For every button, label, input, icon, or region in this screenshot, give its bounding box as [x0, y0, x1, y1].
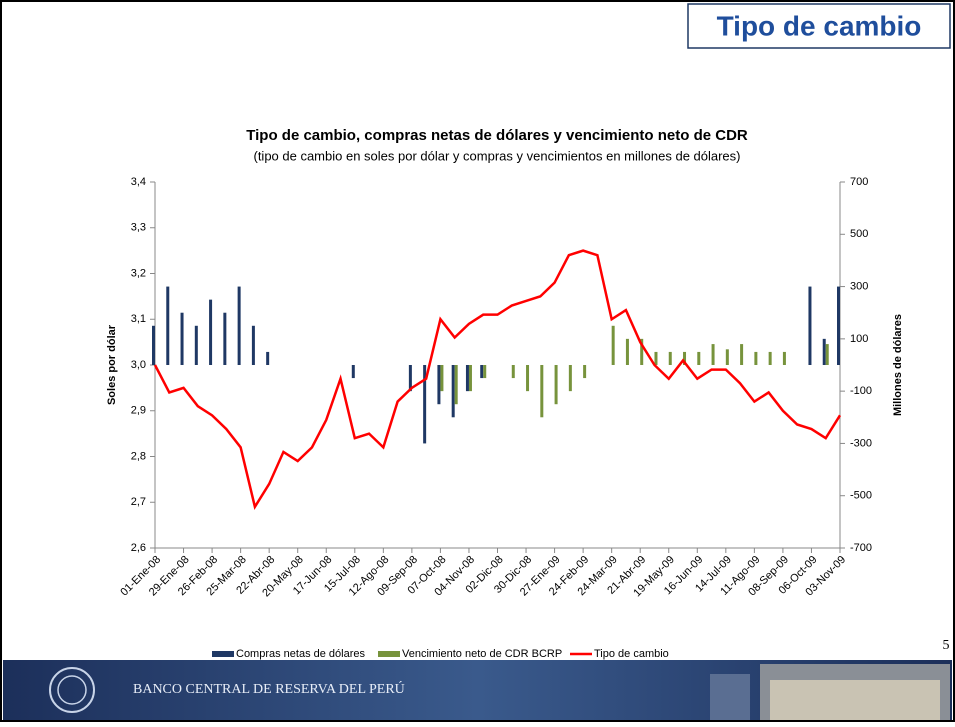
bar	[668, 351, 672, 365]
bar	[266, 351, 270, 365]
chart-title: Tipo de cambio, compras netas de dólares…	[246, 127, 748, 144]
footer-photo-left	[710, 674, 750, 720]
bar	[825, 344, 829, 365]
y2-tick-label: 300	[850, 280, 868, 292]
legend-label: Tipo de cambio	[594, 648, 669, 660]
bar	[837, 286, 840, 365]
chart-subtitle: (tipo de cambio en soles por dólar y com…	[253, 148, 740, 163]
footer-photo-building	[770, 680, 940, 720]
bar	[223, 312, 227, 365]
y-axis-title: Soles por dólar	[106, 324, 118, 405]
y-tick-label: 2,6	[131, 542, 146, 554]
bar	[451, 365, 455, 418]
bar	[697, 351, 701, 365]
bar	[711, 344, 715, 365]
page-number: 5	[943, 638, 950, 653]
bar	[483, 365, 487, 379]
bar	[554, 365, 558, 405]
y2-tick-label: -300	[850, 437, 872, 449]
legend-swatch	[378, 651, 400, 657]
bar	[683, 351, 687, 365]
y-tick-label: 2,7	[131, 496, 146, 508]
bar	[440, 365, 444, 392]
y2-tick-label: 100	[850, 333, 868, 345]
title-box	[687, 3, 951, 49]
y-tick-label: 3,3	[131, 222, 146, 234]
bar	[423, 365, 427, 444]
y2-tick-label: -700	[850, 542, 872, 554]
y-tick-label: 2,9	[131, 405, 146, 417]
bar	[625, 338, 629, 365]
y-tick-label: 3,4	[131, 176, 146, 188]
bar	[454, 365, 458, 405]
y-tick-label: 2,8	[131, 450, 146, 462]
line	[153, 249, 842, 511]
footer-logo-inner	[57, 675, 87, 705]
bar	[437, 365, 441, 405]
y2-tick-label: 700	[850, 176, 868, 188]
bar	[194, 325, 198, 365]
bar	[526, 365, 530, 392]
bar	[351, 365, 355, 379]
legend-swatch	[212, 651, 234, 657]
bar	[180, 312, 184, 365]
bar	[611, 325, 615, 365]
footer-text: BANCO CENTRAL DE RESERVA DEL PERÚ	[133, 680, 405, 697]
bar	[725, 349, 729, 365]
bar	[209, 299, 213, 365]
bar	[740, 344, 744, 365]
bar	[237, 286, 241, 365]
y-tick-label: 3,1	[131, 313, 146, 325]
bar	[583, 365, 587, 379]
bar	[808, 286, 812, 365]
bar	[654, 351, 658, 365]
bar	[640, 338, 644, 365]
bar	[822, 338, 826, 365]
legend-label: Compras netas de dólares	[236, 648, 366, 660]
bar	[511, 365, 515, 379]
y2-axis-title: Millones de dólares	[892, 314, 904, 416]
bar	[251, 325, 255, 365]
y2-tick-label: 500	[850, 228, 868, 240]
bar	[152, 325, 155, 365]
y2-tick-label: -500	[850, 490, 872, 502]
footer-logo	[49, 667, 95, 713]
bar	[568, 365, 572, 392]
bar	[408, 365, 412, 392]
legend-label: Vencimiento neto de CDR BCRP	[402, 648, 562, 660]
slide-title: Tipo de cambio	[717, 10, 922, 41]
y-tick-label: 3,0	[131, 359, 146, 371]
y2-tick-label: -100	[850, 385, 872, 397]
y-tick-label: 3,2	[131, 267, 146, 279]
bar	[468, 365, 472, 392]
bar	[754, 351, 758, 365]
bar	[465, 365, 469, 392]
bar	[166, 286, 170, 365]
bar	[540, 365, 544, 418]
bar	[782, 351, 786, 365]
bar	[480, 365, 484, 379]
bar	[768, 351, 772, 365]
